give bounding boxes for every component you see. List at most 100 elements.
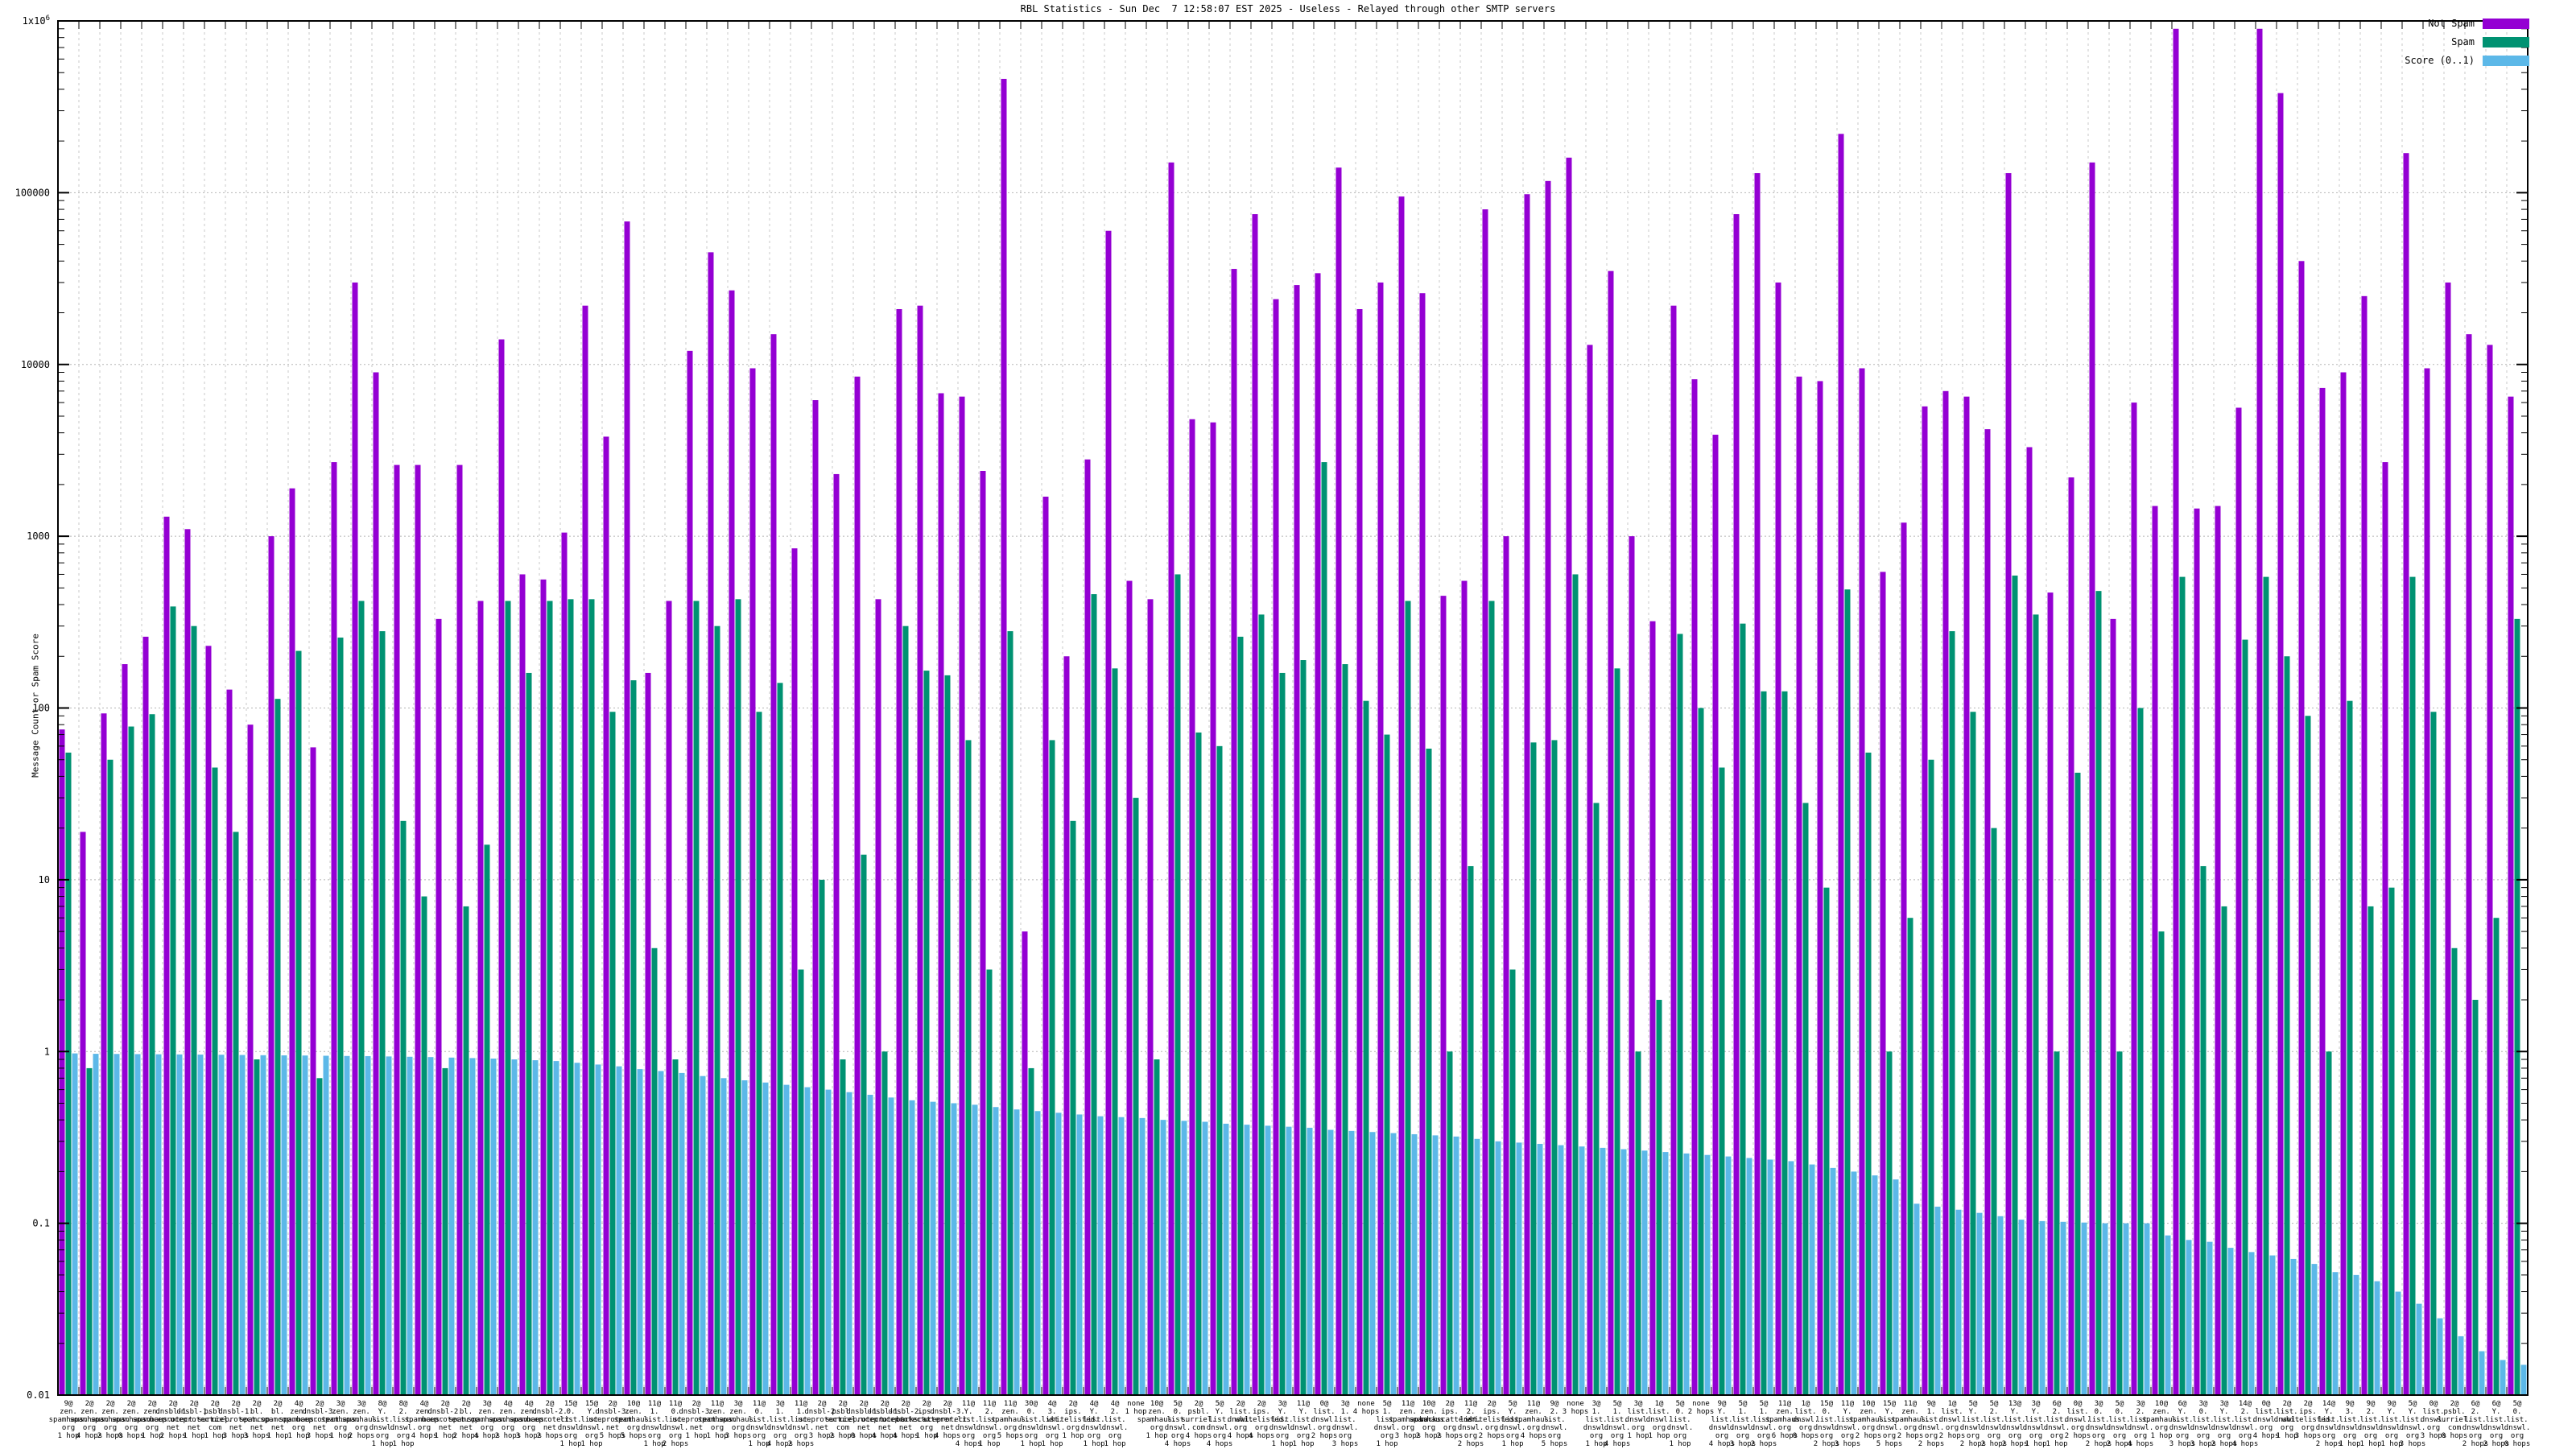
bar-spam — [902, 625, 909, 1395]
bar-notspam — [1147, 599, 1154, 1395]
x-tick-label: 5@ — [1174, 1400, 1183, 1408]
x-tick-label: 2 hops — [1458, 1440, 1484, 1448]
bar-score — [951, 1103, 957, 1395]
bar-spam — [358, 601, 365, 1395]
x-tick-label: whitelisted. — [1465, 1416, 1517, 1424]
x-tick-label: list. — [748, 1416, 770, 1424]
bar-notspam — [1817, 381, 1823, 1395]
x-tick-label: 6 hops — [1772, 1432, 1798, 1440]
chart-title: RBL Statistics - Sun Dec 7 12:58:07 EST … — [1020, 3, 1556, 14]
bar-score — [2165, 1235, 2171, 1395]
bar-notspam — [2361, 295, 2368, 1395]
bar-notspam — [1335, 167, 1342, 1395]
x-tick-label: psbl. — [2443, 1408, 2465, 1416]
bar-spam — [1761, 691, 1767, 1395]
bar-notspam — [896, 308, 902, 1395]
x-tick-label: 2 hops — [2065, 1432, 2091, 1440]
bar-notspam — [1461, 580, 1468, 1395]
x-tick-label: com — [2448, 1424, 2461, 1432]
bar-score — [783, 1084, 790, 1395]
bar-notspam — [2068, 477, 2074, 1395]
bar-notspam — [289, 488, 295, 1395]
bar-spam — [505, 601, 511, 1395]
bar-notspam — [1042, 496, 1049, 1396]
x-tick-label: ips. — [1253, 1408, 1270, 1416]
bar-spam — [861, 854, 867, 1395]
x-tick-label: 9@ — [2367, 1400, 2376, 1408]
bar-score — [658, 1071, 664, 1395]
bar-spam — [1677, 634, 1683, 1395]
bar-notspam — [122, 664, 128, 1395]
x-tick-label: dnswl. — [390, 1424, 417, 1432]
x-tick-label: org — [1402, 1424, 1414, 1432]
x-tick-label: org — [146, 1424, 159, 1432]
x-tick-label: 1 hop — [204, 1432, 225, 1440]
x-tick-label: 4@ — [1111, 1400, 1120, 1408]
x-tick-label: 15@ — [585, 1400, 599, 1408]
bar-spam — [2054, 1051, 2060, 1395]
bar-spam — [1740, 623, 1746, 1395]
x-tick-label: surriel. — [2437, 1416, 2471, 1424]
bar-score — [1453, 1136, 1459, 1395]
bar-spam — [1844, 589, 1851, 1395]
x-tick-label: org — [104, 1424, 117, 1432]
x-tick-label: Y. — [1278, 1408, 1287, 1416]
bar-notspam — [1942, 390, 1949, 1395]
x-tick-label: dnswl. — [2232, 1424, 2259, 1432]
x-tick-label: list. — [1104, 1416, 1125, 1424]
bar-score — [2081, 1222, 2087, 1395]
x-tick-label: dnswl. — [1458, 1424, 1484, 1432]
x-tick-label: 2. — [985, 1408, 994, 1416]
x-tick-label: org — [292, 1424, 305, 1432]
x-tick-label: 2@ — [2304, 1400, 2313, 1408]
bar-spam — [672, 1059, 679, 1395]
x-tick-label: spamhaus. — [1410, 1416, 1449, 1424]
bar-spam — [149, 714, 155, 1395]
x-tick-label: zen. — [1420, 1408, 1438, 1416]
x-tick-label: org — [2176, 1432, 2189, 1440]
bar-notspam — [980, 470, 986, 1395]
bar-spam — [2430, 712, 2437, 1395]
x-tick-label: 4 hops — [1353, 1408, 1380, 1416]
bar-notspam — [2047, 592, 2054, 1395]
x-tick-label: Y. — [1843, 1408, 1852, 1416]
bar-notspam — [1168, 162, 1174, 1396]
x-tick-label: org — [1757, 1432, 1770, 1440]
x-tick-label: 13@ — [2008, 1400, 2022, 1408]
x-tick-label: zen. — [80, 1408, 98, 1416]
x-tick-label: 1 hop — [1062, 1432, 1084, 1440]
bar-spam — [2221, 906, 2227, 1395]
x-tick-label: 1@ — [1802, 1400, 1810, 1408]
x-tick-label: org — [774, 1432, 786, 1440]
x-tick-label: Y. — [1090, 1408, 1099, 1416]
x-tick-label: org — [1297, 1432, 1310, 1440]
bar-notspam — [1775, 282, 1781, 1396]
x-tick-label: Y. — [378, 1408, 387, 1416]
bar-score — [1620, 1149, 1627, 1395]
x-tick-label: 3. — [1048, 1408, 1057, 1416]
x-tick-label: Y. — [588, 1408, 597, 1416]
bar-score — [2353, 1274, 2359, 1395]
bar-spam — [275, 699, 281, 1395]
bar-notspam — [1566, 157, 1572, 1395]
bar-spam — [630, 680, 637, 1395]
x-tick-label: 2. — [2053, 1408, 2062, 1416]
bar-score — [637, 1069, 643, 1395]
x-tick-label: spamhaus. — [991, 1416, 1030, 1424]
bar-notspam — [1670, 305, 1677, 1395]
x-tick-label: bl. — [271, 1408, 284, 1416]
bar-spam — [191, 625, 197, 1395]
x-tick-label: org — [1025, 1432, 1038, 1440]
x-tick-label: spamhaus. — [2142, 1416, 2182, 1424]
x-tick-label: 3@ — [357, 1400, 366, 1408]
bar-score — [1851, 1171, 1857, 1395]
x-tick-label: dnsbl-2. — [427, 1408, 462, 1416]
x-tick-label: 2 hops — [663, 1440, 689, 1448]
bar-spam — [1488, 601, 1495, 1395]
bar-score — [1139, 1117, 1146, 1395]
x-tick-label: org — [2239, 1432, 2252, 1440]
x-tick-label: dnswl. — [1165, 1424, 1191, 1432]
x-tick-label: 11@ — [983, 1400, 997, 1408]
bar-score — [2269, 1255, 2276, 1395]
x-tick-label: 2@ — [902, 1400, 910, 1408]
